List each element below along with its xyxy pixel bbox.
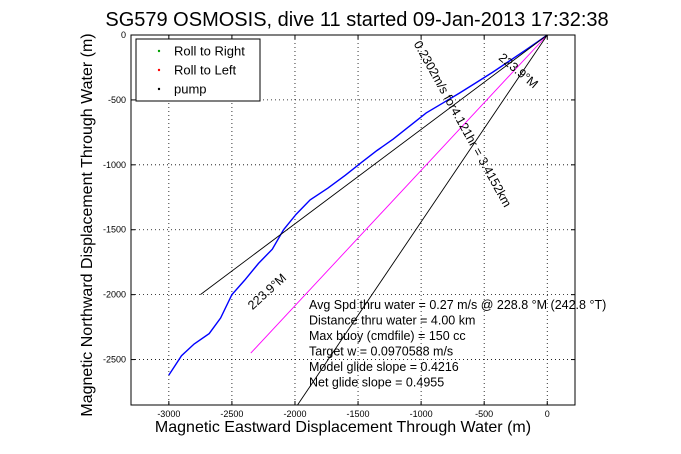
legend-entry-label: Roll to Left	[174, 63, 237, 78]
legend-marker	[157, 68, 161, 72]
legend-marker	[157, 49, 161, 53]
info-line: Target w = 0.0970588 m/s	[309, 345, 453, 359]
y-tick-label: 0	[121, 30, 126, 40]
legend-entry-label: Roll to Right	[174, 44, 245, 59]
legend-marker	[157, 87, 161, 91]
y-tick-label: -500	[108, 95, 126, 105]
grid	[131, 34, 575, 405]
info-line: Model glide slope = 0.4216	[309, 360, 459, 374]
y-tick-label: -1500	[103, 225, 126, 235]
series-line-2	[200, 34, 548, 295]
legend-entry-label: pump	[174, 82, 207, 97]
x-tick-label: 0	[545, 409, 550, 419]
series-line-0	[168, 34, 548, 376]
plot-border	[130, 34, 576, 406]
x-axis-label: Magnetic Eastward Displacement Through W…	[155, 419, 531, 436]
series-line-3	[297, 34, 548, 406]
y-tick-label: -2500	[103, 355, 126, 365]
chart-title: SG579 OSMOSIS, dive 11 started 09-Jan-20…	[105, 9, 608, 31]
x-tick-label: -1500	[347, 409, 370, 419]
series-group	[168, 34, 548, 406]
info-line: Net glide slope = 0.4955	[309, 376, 444, 390]
x-tick-label: -500	[475, 409, 493, 419]
x-tick-label: -1000	[410, 409, 433, 419]
info-line: Max buoy (cmdfile) = 150 cc	[309, 329, 466, 343]
x-tick-label: -3000	[157, 409, 180, 419]
y-tick-label: -2000	[103, 290, 126, 300]
series-line-1	[250, 34, 548, 354]
x-tick-label: -2500	[220, 409, 243, 419]
x-tick-label: -2000	[283, 409, 306, 419]
y-tick-label: -1000	[103, 160, 126, 170]
info-line: Avg Spd thru water = 0.27 m/s @ 228.8 °M…	[309, 298, 606, 312]
legend: Roll to Right Roll to Left pump	[135, 38, 261, 102]
y-axis-ticks: -2500 -2000 -1500 -1000 -500 0	[103, 30, 575, 365]
x-axis-ticks: -3000 -2500 -2000 -1500 -1000 -500 0	[157, 35, 550, 419]
y-axis-label: Magnetic Northward Displacement Through …	[79, 33, 96, 416]
legend-box	[135, 38, 261, 102]
info-line: Distance thru water = 4.00 km	[309, 314, 475, 328]
info-text-block: Avg Spd thru water = 0.27 m/s @ 228.8 °M…	[309, 298, 606, 390]
